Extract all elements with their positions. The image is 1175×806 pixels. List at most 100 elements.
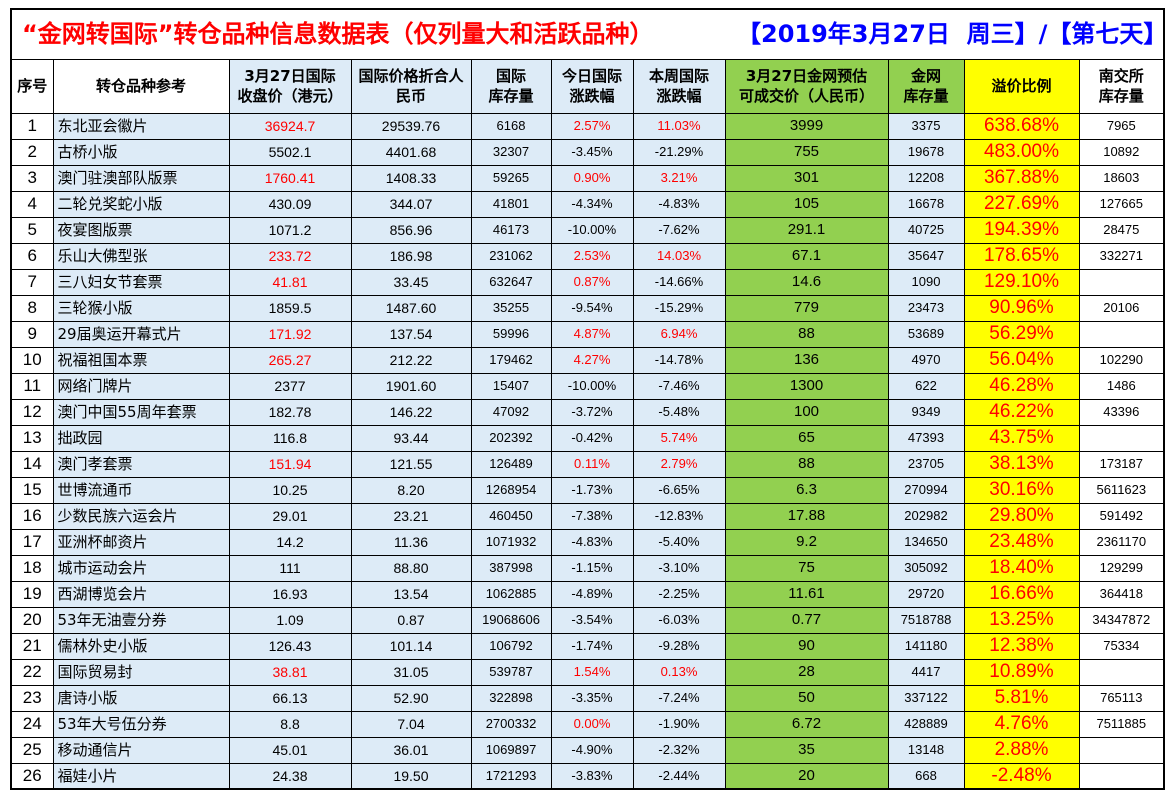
cell-serial: 19 — [10, 580, 54, 608]
cell-day-change: 2.57% — [550, 112, 634, 140]
cell-week-change: -14.66% — [632, 268, 726, 296]
cell-intl-close-cny: 146.22 — [350, 398, 472, 426]
cell-jinwang-stock: 270994 — [887, 476, 965, 504]
cell-variety-name: 移动通信片 — [52, 736, 230, 764]
cell-week-change: -15.29% — [632, 294, 726, 322]
cell-intl-close-cny: 101.14 — [350, 632, 472, 660]
cell-serial: 3 — [10, 164, 54, 192]
cell-nanjiao-stock: 765113 — [1078, 684, 1165, 712]
cell-intl-close-cny: 31.05 — [350, 658, 472, 686]
cell-premium-ratio: 178.65% — [963, 242, 1080, 270]
cell-day-change: -7.38% — [550, 502, 634, 530]
cell-week-change: -14.78% — [632, 346, 726, 374]
cell-week-change: -7.46% — [632, 372, 726, 400]
cell-variety-name: 拙政园 — [52, 424, 230, 452]
cell-week-change: -2.32% — [632, 736, 726, 764]
cell-nanjiao-stock: 18603 — [1078, 164, 1165, 192]
table-row: 15 世博流通币 10.25 8.20 1268954 -1.73% -6.65% 6.3 27… — [10, 476, 1165, 504]
cell-day-change: 2.53% — [550, 242, 634, 270]
cell-jinwang-stock: 622 — [887, 372, 965, 400]
cell-variety-name: 少数民族六运会片 — [52, 502, 230, 530]
cell-week-change: -2.44% — [632, 762, 726, 790]
cell-nanjiao-stock — [1078, 320, 1165, 348]
cell-jinwang-stock: 134650 — [887, 528, 965, 556]
table-row: 24 53年大号伍分券 8.8 7.04 2700332 0.00% -1.90% 6.72 4… — [10, 710, 1165, 738]
cell-day-change: -9.54% — [550, 294, 634, 322]
cell-jinwang-stock: 23473 — [887, 294, 965, 322]
cell-intl-stock: 1721293 — [470, 762, 552, 790]
cell-nanjiao-stock: 1486 — [1078, 372, 1165, 400]
cell-serial: 2 — [10, 138, 54, 166]
table-row: 12 澳门中国55周年套票 182.78 146.22 47092 -3.72% -5.48… — [10, 398, 1165, 426]
cell-jinwang-est-price: 136 — [724, 346, 889, 374]
cell-jinwang-stock: 53689 — [887, 320, 965, 348]
cell-premium-ratio: 5.81% — [963, 684, 1080, 712]
cell-variety-name: 网络门牌片 — [52, 372, 230, 400]
cell-day-change: -4.83% — [550, 528, 634, 556]
cell-intl-stock: 126489 — [470, 450, 552, 478]
cell-day-change: 0.00% — [550, 710, 634, 738]
cell-variety-name: 53年大号伍分券 — [52, 710, 230, 738]
cell-nanjiao-stock: 7511885 — [1078, 710, 1165, 738]
cell-intl-close-cny: 88.80 — [350, 554, 472, 582]
cell-intl-close-hkd: 24.38 — [228, 762, 352, 790]
table-date: 【2019年3月27日 周三】/【第七天】 — [737, 20, 1165, 49]
cell-nanjiao-stock: 102290 — [1078, 346, 1165, 374]
cell-nanjiao-stock: 43396 — [1078, 398, 1165, 426]
cell-intl-stock: 15407 — [470, 372, 552, 400]
cell-intl-close-cny: 23.21 — [350, 502, 472, 530]
cell-premium-ratio: 38.13% — [963, 450, 1080, 478]
cell-nanjiao-stock: 591492 — [1078, 502, 1165, 530]
cell-intl-close-cny: 186.98 — [350, 242, 472, 270]
cell-variety-name: 古桥小版 — [52, 138, 230, 166]
title-row: “金网转国际”转仓品种信息数据表（仅列量大和活跃品种） 【2019年3月27日 … — [10, 8, 1165, 60]
cell-serial: 7 — [10, 268, 54, 296]
cell-serial: 11 — [10, 372, 54, 400]
cell-intl-close-cny: 856.96 — [350, 216, 472, 244]
cell-week-change: -21.29% — [632, 138, 726, 166]
table-row: 18 城市运动会片 111 88.80 387998 -1.15% -3.10% 75 3050… — [10, 554, 1165, 582]
cell-day-change: -3.83% — [550, 762, 634, 790]
table-row: 14 澳门孝套票 151.94 121.55 126489 0.11% 2.79% 88 237… — [10, 450, 1165, 478]
cell-jinwang-stock: 40725 — [887, 216, 965, 244]
cell-serial: 16 — [10, 502, 54, 530]
cell-premium-ratio: 90.96% — [963, 294, 1080, 322]
cell-jinwang-est-price: 3999 — [724, 112, 889, 140]
cell-week-change: 14.03% — [632, 242, 726, 270]
cell-premium-ratio: 194.39% — [963, 216, 1080, 244]
cell-variety-name: 乐山大佛型张 — [52, 242, 230, 270]
header-intl-stock: 国际 库存量 — [470, 58, 552, 114]
cell-intl-close-hkd: 126.43 — [228, 632, 352, 660]
table-row: 21 儒林外史小版 126.43 101.14 106792 -1.74% -9.28% 90… — [10, 632, 1165, 660]
cell-jinwang-stock: 141180 — [887, 632, 965, 660]
header-serial: 序号 — [10, 58, 54, 114]
cell-day-change: 4.87% — [550, 320, 634, 348]
cell-premium-ratio: 29.80% — [963, 502, 1080, 530]
cell-nanjiao-stock: 20106 — [1078, 294, 1165, 322]
cell-variety-name: 二轮兑奖蛇小版 — [52, 190, 230, 218]
cell-nanjiao-stock: 2361170 — [1078, 528, 1165, 556]
cell-jinwang-stock: 13148 — [887, 736, 965, 764]
cell-premium-ratio: 10.89% — [963, 658, 1080, 686]
cell-intl-stock: 59265 — [470, 164, 552, 192]
cell-nanjiao-stock — [1078, 762, 1165, 790]
cell-jinwang-est-price: 100 — [724, 398, 889, 426]
cell-intl-close-cny: 19.50 — [350, 762, 472, 790]
cell-intl-close-hkd: 182.78 — [228, 398, 352, 426]
cell-intl-close-hkd: 1071.2 — [228, 216, 352, 244]
cell-premium-ratio: 46.28% — [963, 372, 1080, 400]
cell-day-change: -1.15% — [550, 554, 634, 582]
title-bar: “金网转国际”转仓品种信息数据表（仅列量大和活跃品种） 【2019年3月27日 … — [12, 10, 1163, 58]
header-jinwang-stock: 金网 库存量 — [887, 58, 965, 114]
cell-jinwang-est-price: 75 — [724, 554, 889, 582]
cell-intl-close-hkd: 36924.7 — [228, 112, 352, 140]
cell-jinwang-est-price: 779 — [724, 294, 889, 322]
cell-variety-name: 三八妇女节套票 — [52, 268, 230, 296]
cell-jinwang-est-price: 755 — [724, 138, 889, 166]
cell-serial: 20 — [10, 606, 54, 634]
cell-day-change: 0.11% — [550, 450, 634, 478]
cell-jinwang-est-price: 88 — [724, 450, 889, 478]
cell-serial: 24 — [10, 710, 54, 738]
cell-jinwang-stock: 337122 — [887, 684, 965, 712]
cell-serial: 14 — [10, 450, 54, 478]
